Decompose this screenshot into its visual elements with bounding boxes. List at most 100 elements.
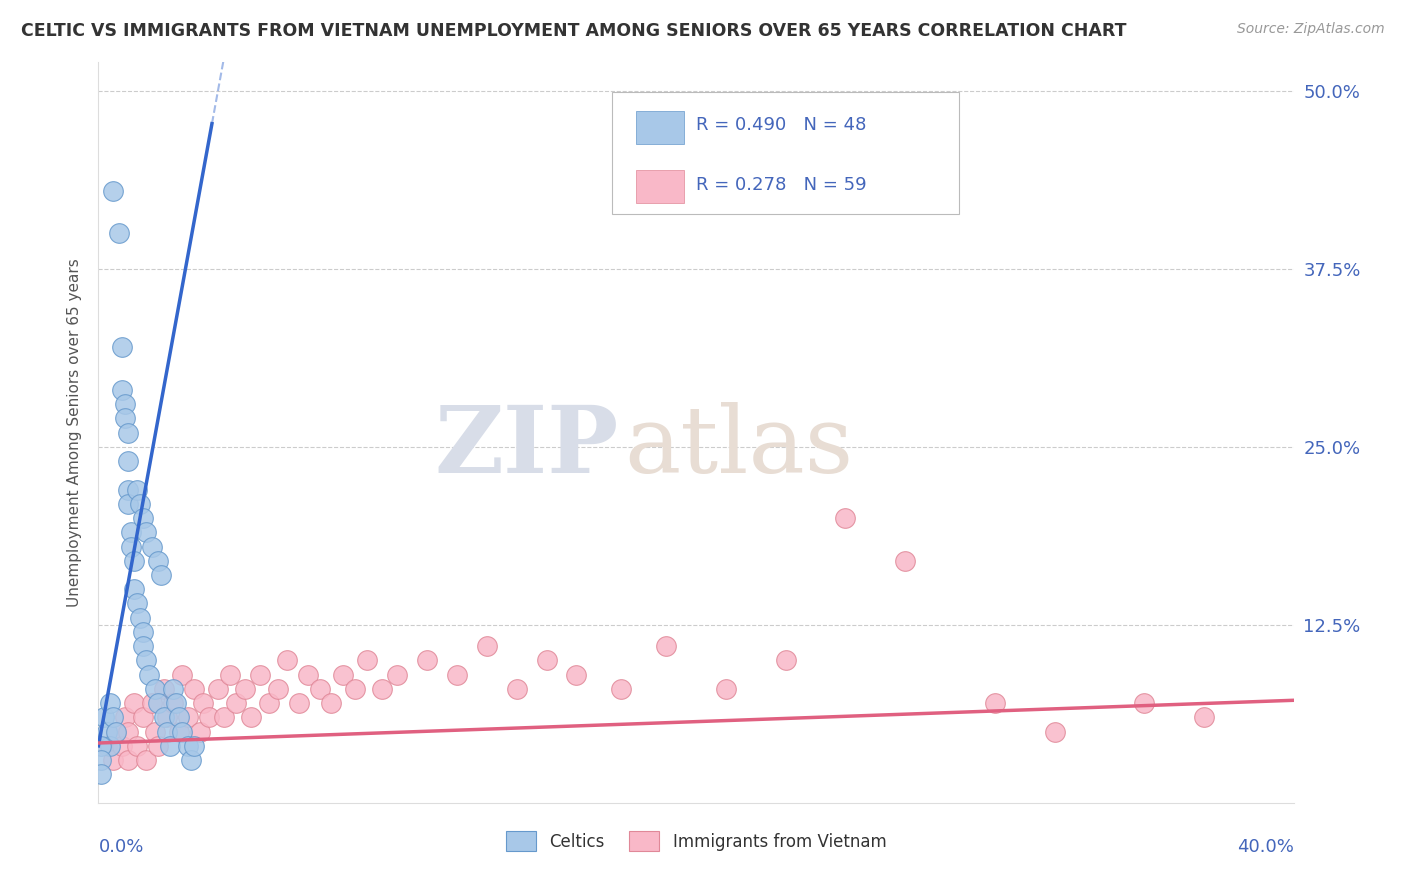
Point [1043,724,1066,739]
Point [114,411,136,425]
Point [191,696,214,710]
Point [162,681,184,696]
Point [114,397,136,411]
Point [105,724,128,739]
Point [167,710,190,724]
Point [416,653,439,667]
Point [108,227,131,241]
Point [506,681,529,696]
Bar [637,111,685,144]
Point [103,753,125,767]
Point [332,667,354,681]
Point [103,710,125,724]
Point [446,667,468,681]
Point [183,739,205,753]
Point [1192,710,1215,724]
Point [127,597,149,611]
Point [156,710,179,724]
Point [124,554,146,568]
Point [138,667,160,681]
Point [150,568,173,582]
Point [117,724,139,739]
Point [172,667,194,681]
Point [172,724,194,739]
Point [212,710,235,724]
Point [143,724,166,739]
Point [183,681,205,696]
Point [90,767,112,781]
Legend: Celtics, Immigrants from Vietnam: Celtics, Immigrants from Vietnam [499,825,893,857]
Point [117,753,139,767]
Text: ZIP: ZIP [434,402,619,492]
Point [153,681,176,696]
Bar [637,169,685,203]
Point [344,681,367,696]
Point [984,696,1007,710]
Point [276,653,298,667]
Point [385,667,409,681]
Point [257,696,280,710]
Point [165,696,187,710]
Point [141,540,163,554]
Point [120,540,142,554]
Point [321,696,343,710]
Point [714,681,737,696]
Point [180,753,202,767]
Point [297,667,319,681]
Point [129,610,152,624]
Point [143,681,166,696]
Point [148,554,170,568]
Text: R = 0.490   N = 48: R = 0.490 N = 48 [696,116,866,135]
Point [148,696,170,710]
Point [93,710,115,724]
Point [162,696,184,710]
Point [103,184,125,198]
Point [655,639,678,653]
Point [610,681,633,696]
Point [111,739,134,753]
Point [167,724,190,739]
Text: CELTIC VS IMMIGRANTS FROM VIETNAM UNEMPLOYMENT AMONG SENIORS OVER 65 YEARS CORRE: CELTIC VS IMMIGRANTS FROM VIETNAM UNEMPL… [21,22,1126,40]
Point [132,639,155,653]
Point [132,511,155,525]
Point [132,624,155,639]
Point [117,454,139,468]
Point [239,710,262,724]
Point [96,724,118,739]
Point [156,724,179,739]
Text: Source: ZipAtlas.com: Source: ZipAtlas.com [1237,22,1385,37]
Point [124,696,146,710]
Point [233,681,256,696]
Point [536,653,558,667]
Point [124,582,146,597]
Point [219,667,242,681]
Point [129,497,152,511]
Point [225,696,247,710]
Text: R = 0.278   N = 59: R = 0.278 N = 59 [696,176,866,194]
Point [127,739,149,753]
Point [127,483,149,497]
Point [1133,696,1156,710]
Point [117,483,139,497]
Point [120,525,142,540]
Point [356,653,378,667]
Text: 0.0%: 0.0% [98,838,143,856]
Point [135,525,157,540]
Point [90,739,112,753]
Point [98,696,122,710]
Point [105,724,128,739]
Point [96,739,118,753]
Point [98,739,122,753]
Point [834,511,856,525]
Point [148,739,170,753]
Point [565,667,588,681]
Point [267,681,290,696]
Point [135,653,157,667]
Point [90,753,112,767]
Point [475,639,498,653]
Point [117,425,139,440]
Y-axis label: Unemployment Among Seniors over 65 years: Unemployment Among Seniors over 65 years [66,259,82,607]
Point [111,383,134,397]
Point [177,739,200,753]
Point [249,667,271,681]
